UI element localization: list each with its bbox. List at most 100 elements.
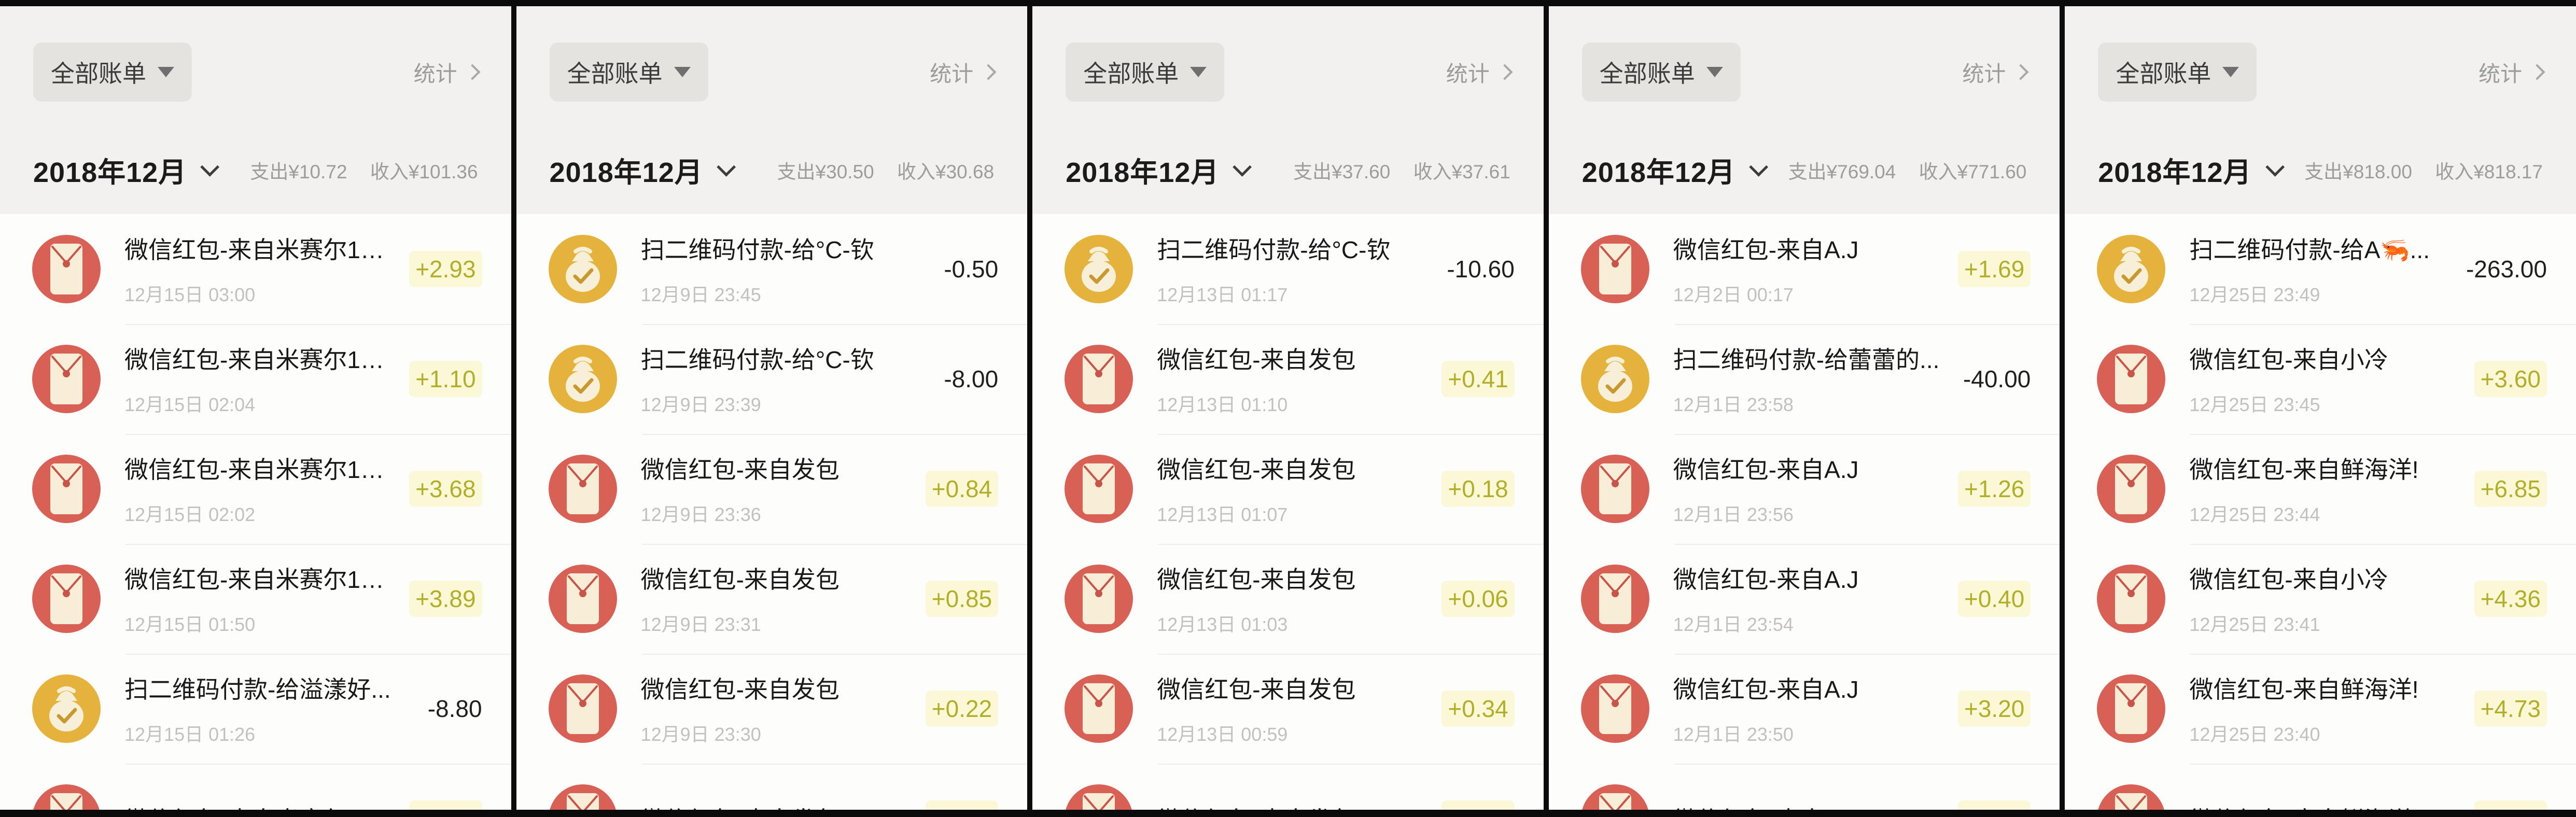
transaction-row[interactable]: 微信红包-来自鲜海洋! 12月25日 23:40 +4.73 — [2065, 654, 2576, 764]
transaction-date: 12月9日 23:36 — [640, 504, 761, 525]
money-bag-icon — [32, 674, 101, 743]
month-selector[interactable]: 2018年12月 — [1066, 149, 1252, 190]
transaction-row[interactable]: 微信红包-来自发包 12月13日 01:07 +0.18 — [1032, 434, 1544, 544]
transaction-row[interactable]: 扫二维码付款-给蕾蕾的... 12月1日 23:58 -40.00 — [1548, 324, 2060, 434]
transaction-info: 微信红包-来自鲜海洋! — [2189, 801, 2474, 810]
transaction-row[interactable]: 微信红包-来自米赛尔12-... 12月15日 02:04 +1.10 — [0, 324, 511, 434]
month-selector[interactable]: 2018年12月 — [33, 149, 220, 190]
expense-total: 支出¥30.50 — [777, 161, 874, 182]
transaction-row[interactable]: 扫二维码付款-给°C-钦 12月9日 23:39 -8.00 — [516, 324, 1028, 434]
statistics-link[interactable]: 统计 — [930, 57, 997, 88]
transaction-row[interactable]: 微信红包-来自发包 +0.43 — [516, 764, 1028, 810]
transaction-amount: +4.73 — [2474, 691, 2547, 727]
transaction-row[interactable]: 微信红包-来自小冷 12月25日 23:41 +4.36 — [2065, 544, 2576, 654]
transaction-amount: +0.18 — [1441, 471, 1515, 507]
transaction-amount: -8.80 — [427, 695, 482, 722]
month-selector[interactable]: 2018年12月 — [1581, 149, 1769, 190]
transaction-title: 微信红包-来自A.J — [1673, 676, 1859, 703]
transaction-amount: +1.69 — [1957, 251, 2031, 287]
transaction-title: 扫二维码付款-给°C-钦 — [1157, 236, 1391, 263]
caret-down-icon — [1190, 67, 1207, 77]
transaction-title: 微信红包-来自A.J — [1673, 456, 1859, 483]
month-label: 2018年12月 — [1581, 157, 1735, 188]
all-bills-filter-button[interactable]: 全部账单 — [33, 43, 192, 102]
all-bills-filter-button[interactable]: 全部账单 — [1581, 43, 1741, 102]
transaction-info: 微信红包-来自米赛尔12-... — [124, 801, 409, 810]
transaction-title: 微信红包-来自发包 — [1157, 676, 1356, 703]
transaction-date: 12月15日 02:02 — [124, 504, 256, 525]
transaction-row[interactable]: 微信红包-来自发包 12月13日 01:03 +0.06 — [1032, 544, 1544, 654]
transaction-date: 12月15日 03:00 — [124, 284, 256, 305]
transaction-list: 扫二维码付款-给°C-钦 12月9日 23:45 -0.50 扫二维码付款-给°… — [516, 214, 1028, 810]
transaction-title: 微信红包-来自发包 — [1157, 801, 1426, 810]
transaction-row[interactable]: 扫二维码付款-给溢漾好... 12月15日 01:26 -8.80 — [0, 654, 511, 764]
transaction-info: 微信红包-来自发包 12月9日 23:31 — [641, 561, 926, 637]
transaction-amount: +3.20 — [1957, 691, 2031, 727]
caret-down-icon — [674, 67, 691, 77]
month-totals: 支出¥10.72 收入¥101.36 — [250, 156, 478, 184]
transaction-amount: +0.43 — [925, 800, 999, 810]
transaction-row[interactable]: 微信红包-来自A.J 12月1日 23:50 +3.20 — [1548, 654, 2060, 764]
transaction-row[interactable]: 微信红包-来自A.J 12月2日 00:17 +1.69 — [1548, 214, 2060, 324]
transaction-row[interactable]: 扫二维码付款-给°C-钦 12月13日 01:17 -10.60 — [1032, 214, 1544, 324]
red-envelope-icon — [548, 565, 617, 633]
transaction-row[interactable]: 微信红包-来自小冷 12月25日 23:45 +3.60 — [2065, 324, 2576, 434]
transaction-row[interactable]: 微信红包-来自鲜海洋! 12月25日 23:44 +6.85 — [2065, 434, 2576, 544]
statistics-link[interactable]: 统计 — [413, 57, 481, 88]
statistics-link[interactable]: 统计 — [1962, 57, 2029, 88]
transaction-row[interactable]: 微信红包-来自米赛尔12-... +5.17 — [0, 764, 511, 810]
transaction-row[interactable]: 扫二维码付款-给A🦐... 12月25日 23:49 -263.00 — [2065, 214, 2576, 324]
transaction-info: 微信红包-来自发包 12月13日 01:07 — [1157, 451, 1441, 527]
transaction-amount: +0.34 — [1441, 691, 1515, 727]
transaction-title: 扫二维码付款-给蕾蕾的... — [1673, 346, 1940, 373]
transaction-title: 微信红包-来自小冷 — [2189, 566, 2388, 593]
month-selector[interactable]: 2018年12月 — [2098, 149, 2285, 190]
transaction-date: 12月25日 23:40 — [2189, 724, 2320, 745]
transaction-row[interactable]: 微信红包-来自米赛尔12-... 12月15日 03:00 +2.93 — [0, 214, 511, 324]
transaction-title: 微信红包-来自米赛尔12-... — [124, 236, 394, 263]
transaction-row[interactable]: 微信红包-来自发包 12月9日 23:30 +0.22 — [516, 654, 1028, 764]
chevron-right-icon — [1496, 64, 1513, 80]
red-envelope-icon — [1580, 784, 1649, 810]
transaction-row[interactable]: 微信红包-来自发包 12月13日 00:59 +0.34 — [1032, 654, 1544, 764]
month-totals: 支出¥818.00 收入¥818.17 — [2304, 156, 2543, 184]
statistics-label: 统计 — [413, 61, 457, 86]
statistics-link[interactable]: 统计 — [1446, 57, 1513, 88]
red-envelope-icon — [32, 235, 101, 303]
transaction-title: 微信红包-来自A.J — [1673, 801, 1942, 810]
transaction-row[interactable]: 微信红包-来自A.J 12月1日 23:54 +0.40 — [1548, 544, 2060, 654]
month-totals: 支出¥30.50 收入¥30.68 — [777, 156, 995, 184]
transaction-amount: +0.41 — [1441, 361, 1515, 397]
transaction-row[interactable]: 微信红包-来自A.J 12月1日 23:56 +1.26 — [1548, 434, 2060, 544]
chevron-right-icon — [2012, 64, 2029, 80]
transaction-info: 微信红包-来自米赛尔12-... 12月15日 02:02 — [124, 451, 409, 527]
transaction-row[interactable]: 扫二维码付款-给°C-钦 12月9日 23:45 -0.50 — [516, 214, 1028, 324]
month-label: 2018年12月 — [549, 157, 703, 188]
statistics-link[interactable]: 统计 — [2479, 57, 2545, 88]
transaction-row[interactable]: 微信红包-来自发包 12月9日 23:36 +0.84 — [516, 434, 1028, 544]
transaction-row[interactable]: 微信红包-来自发包 12月13日 01:10 +0.41 — [1032, 324, 1544, 434]
transaction-amount: -0.50 — [944, 256, 999, 283]
money-bag-icon — [548, 345, 617, 413]
transaction-row[interactable]: 微信红包-来自米赛尔12-... 12月15日 01:50 +3.89 — [0, 544, 511, 654]
transaction-title: 微信红包-来自发包 — [1157, 566, 1356, 593]
transaction-row[interactable]: 微信红包-来自鲜海洋! +4.10 — [2065, 764, 2576, 810]
all-bills-filter-button[interactable]: 全部账单 — [549, 43, 708, 102]
transaction-info: 扫二维码付款-给°C-钦 12月13日 01:17 — [1157, 231, 1447, 307]
all-bills-filter-button[interactable]: 全部账单 — [2098, 43, 2257, 102]
income-total: 收入¥818.17 — [2435, 161, 2543, 182]
red-envelope-icon — [1580, 674, 1649, 743]
caret-down-icon — [2222, 67, 2239, 77]
transaction-row[interactable]: 微信红包-来自米赛尔12-... 12月15日 02:02 +3.68 — [0, 434, 511, 544]
transaction-row[interactable]: 微信红包-来自A.J +3.14 — [1548, 764, 2060, 810]
transaction-title: 微信红包-来自小冷 — [2189, 346, 2388, 373]
red-envelope-icon — [1065, 784, 1133, 810]
all-bills-filter-button[interactable]: 全部账单 — [1066, 43, 1225, 102]
transaction-date: 12月1日 23:56 — [1673, 504, 1794, 525]
bill-panel: 全部账单 统计 2018年12月 支出¥10.72 收入¥101.36 — [0, 6, 511, 810]
money-bag-icon — [2097, 235, 2166, 303]
transaction-row[interactable]: 微信红包-来自发包 12月9日 23:31 +0.85 — [516, 544, 1028, 654]
transaction-info: 微信红包-来自A.J 12月1日 23:56 — [1673, 451, 1958, 527]
month-selector[interactable]: 2018年12月 — [549, 149, 736, 190]
transaction-row[interactable]: 微信红包-来自发包 +0.50 — [1032, 764, 1544, 810]
